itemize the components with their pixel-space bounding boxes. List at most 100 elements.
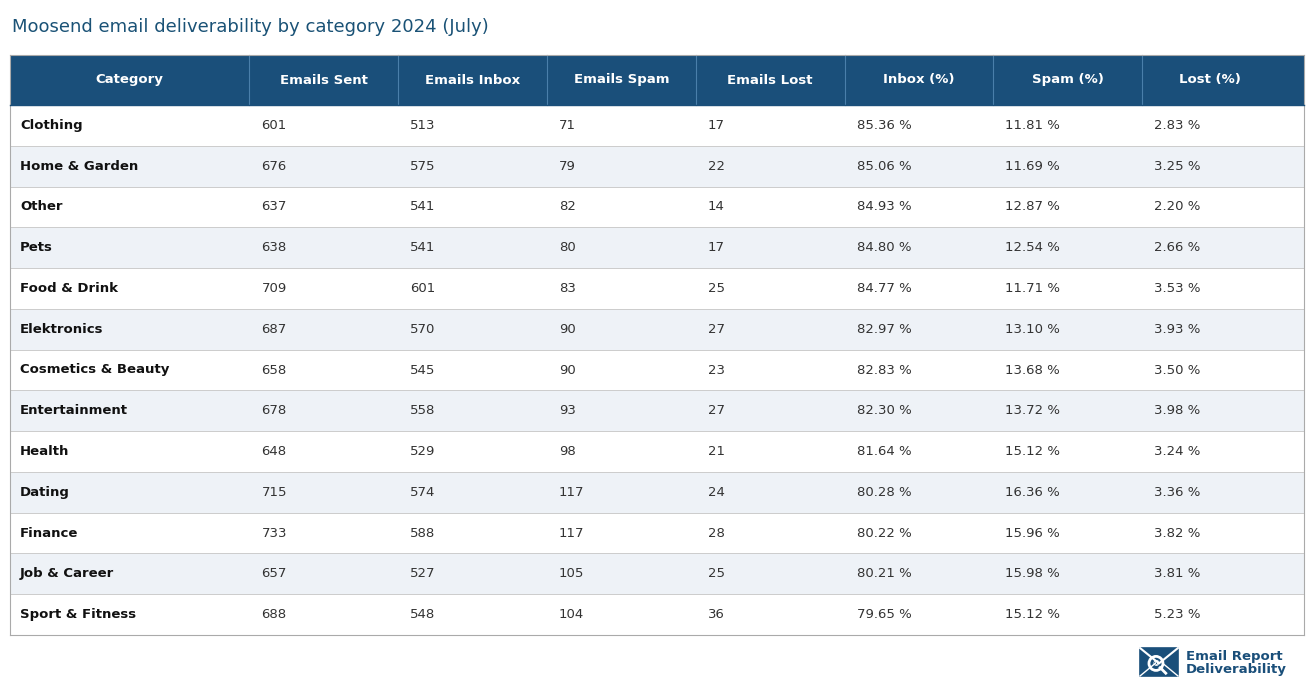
Bar — [11, 349, 1303, 391]
Text: 117: 117 — [558, 486, 585, 499]
Text: 15.12 %: 15.12 % — [1005, 608, 1060, 621]
Text: 541: 541 — [410, 200, 435, 214]
Text: 105: 105 — [558, 567, 585, 580]
Text: 27: 27 — [708, 404, 725, 418]
Bar — [11, 553, 1303, 594]
Text: 3.93 %: 3.93 % — [1154, 322, 1201, 336]
Text: Cosmetics & Beauty: Cosmetics & Beauty — [20, 364, 170, 376]
Text: 15.96 %: 15.96 % — [1005, 526, 1060, 539]
Text: Spam (%): Spam (%) — [1031, 74, 1104, 87]
Text: 82.30 %: 82.30 % — [857, 404, 912, 418]
Bar — [11, 513, 1303, 553]
Text: 3.82 %: 3.82 % — [1154, 526, 1201, 539]
Text: 15.12 %: 15.12 % — [1005, 445, 1060, 458]
Text: 79.65 %: 79.65 % — [857, 608, 912, 621]
Text: 79: 79 — [558, 160, 576, 173]
Text: 601: 601 — [261, 119, 286, 132]
Text: 715: 715 — [261, 486, 286, 499]
Text: 81.64 %: 81.64 % — [857, 445, 911, 458]
Text: 3.25 %: 3.25 % — [1154, 160, 1201, 173]
Text: 11.69 %: 11.69 % — [1005, 160, 1060, 173]
Text: 688: 688 — [261, 608, 286, 621]
Text: 574: 574 — [410, 486, 435, 499]
Text: Finance: Finance — [20, 526, 79, 539]
Text: Email Report: Email Report — [1187, 650, 1282, 664]
Text: 11.71 %: 11.71 % — [1005, 282, 1060, 295]
Text: 90: 90 — [558, 322, 576, 336]
Bar — [11, 227, 1303, 268]
Text: Category: Category — [96, 74, 164, 87]
Text: 80.21 %: 80.21 % — [857, 567, 912, 580]
Text: Moosend email deliverability by category 2024 (July): Moosend email deliverability by category… — [12, 18, 489, 36]
Bar — [11, 309, 1303, 349]
Text: 637: 637 — [261, 200, 286, 214]
Text: 83: 83 — [558, 282, 576, 295]
Text: 588: 588 — [410, 526, 435, 539]
Text: 17: 17 — [708, 119, 725, 132]
Text: 529: 529 — [410, 445, 435, 458]
Text: 25: 25 — [708, 282, 725, 295]
Text: 36: 36 — [708, 608, 725, 621]
Text: 84.93 %: 84.93 % — [857, 200, 911, 214]
Text: Sport & Fitness: Sport & Fitness — [20, 608, 137, 621]
Text: 82.97 %: 82.97 % — [857, 322, 912, 336]
Bar — [11, 187, 1303, 227]
Text: Elektronics: Elektronics — [20, 322, 104, 336]
Text: 3.50 %: 3.50 % — [1154, 364, 1201, 376]
Text: 733: 733 — [261, 526, 286, 539]
Text: 80.22 %: 80.22 % — [857, 526, 912, 539]
Text: @: @ — [1152, 660, 1159, 666]
Text: 82.83 %: 82.83 % — [857, 364, 912, 376]
Bar — [11, 55, 1303, 105]
Text: 3.24 %: 3.24 % — [1154, 445, 1201, 458]
Text: Deliverability: Deliverability — [1187, 663, 1286, 675]
Text: 98: 98 — [558, 445, 576, 458]
Text: 5.23 %: 5.23 % — [1154, 608, 1201, 621]
Text: 84.80 %: 84.80 % — [857, 241, 911, 254]
Text: Emails Inbox: Emails Inbox — [424, 74, 520, 87]
Text: 80: 80 — [558, 241, 576, 254]
Text: 80.28 %: 80.28 % — [857, 486, 911, 499]
Text: 513: 513 — [410, 119, 436, 132]
Text: 648: 648 — [261, 445, 286, 458]
Text: Lost (%): Lost (%) — [1179, 74, 1242, 87]
Text: Dating: Dating — [20, 486, 70, 499]
Text: 13.72 %: 13.72 % — [1005, 404, 1060, 418]
Bar — [11, 431, 1303, 472]
Text: 2.66 %: 2.66 % — [1154, 241, 1201, 254]
Text: 24: 24 — [708, 486, 725, 499]
Text: Other: Other — [20, 200, 63, 214]
Text: 3.98 %: 3.98 % — [1154, 404, 1201, 418]
Text: 2.20 %: 2.20 % — [1154, 200, 1201, 214]
Text: 527: 527 — [410, 567, 436, 580]
Text: 71: 71 — [558, 119, 576, 132]
Text: Emails Spam: Emails Spam — [574, 74, 669, 87]
Text: 709: 709 — [261, 282, 286, 295]
Text: 14: 14 — [708, 200, 725, 214]
Bar — [11, 105, 1303, 146]
Text: 570: 570 — [410, 322, 435, 336]
Text: 25: 25 — [708, 567, 725, 580]
Text: 13.68 %: 13.68 % — [1005, 364, 1060, 376]
Text: 11.81 %: 11.81 % — [1005, 119, 1060, 132]
Text: Food & Drink: Food & Drink — [20, 282, 118, 295]
FancyBboxPatch shape — [1141, 648, 1177, 676]
Text: Health: Health — [20, 445, 70, 458]
Text: 658: 658 — [261, 364, 286, 376]
Text: 90: 90 — [558, 364, 576, 376]
Text: 2.83 %: 2.83 % — [1154, 119, 1201, 132]
Text: 27: 27 — [708, 322, 725, 336]
Text: 117: 117 — [558, 526, 585, 539]
Text: 28: 28 — [708, 526, 725, 539]
Bar — [11, 472, 1303, 513]
Text: 3.53 %: 3.53 % — [1154, 282, 1201, 295]
Text: 22: 22 — [708, 160, 725, 173]
Text: 15.98 %: 15.98 % — [1005, 567, 1060, 580]
Text: 657: 657 — [261, 567, 286, 580]
Text: Job & Career: Job & Career — [20, 567, 114, 580]
Text: 12.54 %: 12.54 % — [1005, 241, 1060, 254]
Text: Emails Sent: Emails Sent — [280, 74, 368, 87]
Text: Pets: Pets — [20, 241, 53, 254]
Text: 23: 23 — [708, 364, 725, 376]
Text: 85.06 %: 85.06 % — [857, 160, 911, 173]
